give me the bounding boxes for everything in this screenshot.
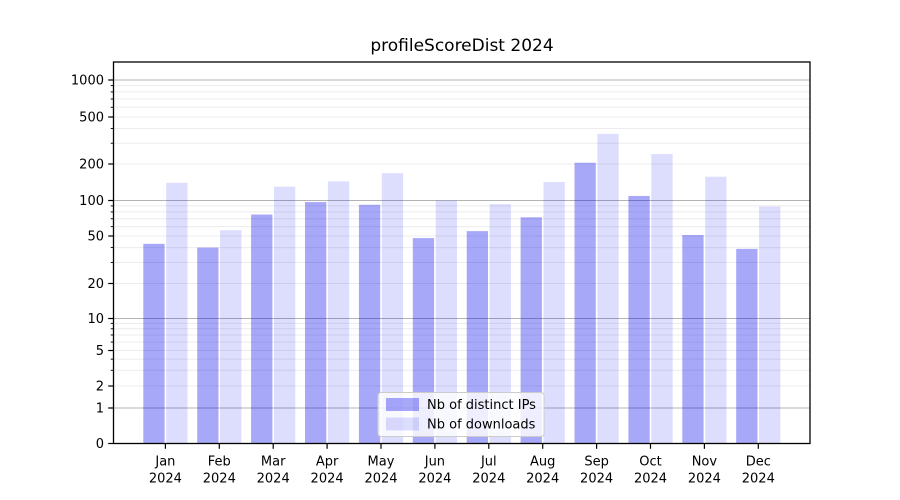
- legend-swatch: [386, 398, 419, 411]
- x-tick-label-month: Nov: [692, 455, 718, 470]
- bar-distinct-ips-may: [358, 204, 381, 444]
- x-tick-label-month: Jul: [480, 455, 497, 470]
- bar-downloads-aug: [543, 182, 565, 444]
- y-tick-label: 100: [79, 194, 104, 209]
- legend-label: Nb of distinct IPs: [427, 398, 536, 413]
- x-axis-ticks: Jan 2024 Feb 2024 Mar 2024 Apr 2024 May 2024 Jun 20…: [149, 443, 775, 487]
- plot-frame: [112, 61, 811, 445]
- x-tick-label-year: 2024: [149, 472, 182, 487]
- bar-distinct-ips-feb: [197, 247, 219, 444]
- x-tick-label-month: Aug: [530, 455, 555, 470]
- bar-downloads-apr: [327, 181, 350, 444]
- y-tick-label: 1000: [71, 74, 104, 89]
- x-tick-label-month: Apr: [316, 455, 339, 470]
- bar-downloads-jan: [166, 182, 188, 444]
- grid-minor-lines: [113, 85, 810, 387]
- bar-distinct-ips-oct: [628, 195, 650, 444]
- legend-swatch: [386, 417, 419, 431]
- x-tick-label-month: Dec: [746, 455, 771, 470]
- bar-distinct-ips-jul: [466, 231, 488, 444]
- bars-group: [143, 133, 781, 444]
- bar-downloads-feb: [220, 230, 242, 444]
- x-tick-label-year: 2024: [472, 472, 505, 487]
- y-tick-label: 10: [87, 312, 104, 327]
- x-tick-label-month: May: [368, 455, 395, 470]
- bar-downloads-sep: [597, 133, 619, 444]
- y-tick-label: 0: [96, 437, 104, 452]
- bar-distinct-ips-aug: [520, 217, 542, 444]
- x-tick-label-year: 2024: [257, 472, 290, 487]
- axes-frame: [112, 61, 811, 445]
- x-tick-label-month: Jun: [424, 455, 445, 470]
- bar-downloads-jul: [489, 204, 511, 444]
- y-tick-label: 20: [87, 277, 104, 292]
- bar-downloads-mar: [274, 186, 296, 444]
- y-tick-label: 2: [96, 380, 104, 395]
- legend-label: Nb of downloads: [427, 418, 536, 433]
- x-tick-label-month: Mar: [261, 455, 286, 470]
- bar-distinct-ips-jan: [143, 243, 165, 444]
- y-tick-label: 5: [96, 344, 104, 359]
- y-axis-ticks: 0 1 2 5 10 20 50 100 200 500 1000: [71, 74, 114, 452]
- bar-distinct-ips-mar: [251, 214, 273, 444]
- y-tick-label: 1: [96, 402, 104, 417]
- bar-distinct-ips-nov: [682, 234, 704, 444]
- x-tick-label-year: 2024: [742, 472, 775, 487]
- x-tick-label-year: 2024: [688, 472, 721, 487]
- bar-distinct-ips-dec: [736, 248, 758, 444]
- bar-downloads-dec: [759, 206, 781, 444]
- x-tick-label-month: Sep: [584, 455, 609, 470]
- bar-downloads-may: [381, 173, 404, 444]
- bar-distinct-ips-apr: [305, 202, 327, 444]
- x-tick-label-year: 2024: [364, 472, 397, 487]
- x-tick-label-year: 2024: [580, 472, 613, 487]
- x-tick-label-year: 2024: [634, 472, 667, 487]
- bar-distinct-ips-sep: [574, 162, 596, 444]
- x-tick-label-month: Oct: [639, 455, 661, 470]
- x-tick-label-year: 2024: [526, 472, 559, 487]
- x-tick-label-year: 2024: [311, 472, 344, 487]
- bar-downloads-oct: [651, 154, 673, 444]
- y-tick-label: 500: [79, 111, 104, 126]
- chart-title: profileScoreDist 2024: [370, 36, 553, 56]
- bar-downloads-jun: [435, 200, 457, 444]
- x-tick-label-month: Jan: [154, 455, 175, 470]
- legend: Nb of distinct IPs Nb of downloads: [377, 392, 545, 437]
- legend-box: [377, 392, 545, 437]
- bar-downloads-nov: [705, 176, 727, 444]
- y-tick-label: 200: [79, 158, 104, 173]
- x-tick-label-year: 2024: [418, 472, 451, 487]
- x-tick-label-year: 2024: [203, 472, 236, 487]
- x-tick-label-month: Feb: [208, 455, 231, 470]
- y-tick-label: 50: [87, 230, 104, 245]
